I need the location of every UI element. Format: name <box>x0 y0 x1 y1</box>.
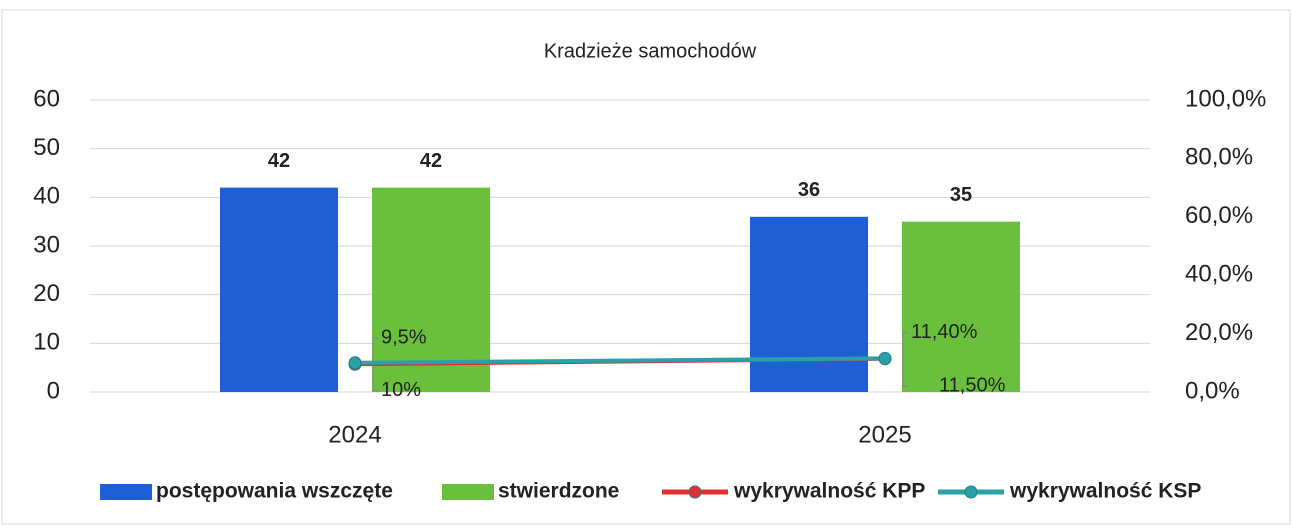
bar <box>220 187 338 392</box>
line-point <box>878 351 892 365</box>
label-leader <box>372 362 379 392</box>
line-value-label: 11,50% <box>939 375 1006 397</box>
line-value-label: 10% <box>381 379 421 401</box>
bar-value-label: 42 <box>268 150 290 172</box>
y-tick-label: 0 <box>47 377 60 404</box>
legend-label: wykrywalność KSP <box>1009 480 1201 503</box>
y-tick-label: 30 <box>33 231 60 258</box>
legend-swatch-marker <box>964 485 978 499</box>
legend-label: wykrywalność KPP <box>733 480 925 503</box>
legend-swatch <box>100 484 152 500</box>
bar <box>750 216 868 392</box>
legend-swatch <box>442 484 494 500</box>
y2-tick-label: 100,0% <box>1185 85 1266 112</box>
legend-label: stwierdzone <box>498 480 619 503</box>
bar <box>902 221 1020 392</box>
label-leader <box>372 337 379 365</box>
legend-label: postępowania wszczęte <box>156 480 393 503</box>
y-tick-label: 40 <box>33 183 60 210</box>
y2-tick-label: 40,0% <box>1185 261 1253 288</box>
y-tick-label: 20 <box>33 280 60 307</box>
y2-tick-label: 20,0% <box>1185 319 1253 346</box>
line-value-label: 9,5% <box>381 327 427 349</box>
chart-border <box>1 9 1291 525</box>
bar-value-label: 36 <box>798 179 820 201</box>
x-tick-label: 2025 <box>858 421 911 448</box>
x-tick-label: 2024 <box>328 421 381 448</box>
y2-tick-label: 0,0% <box>1185 377 1240 404</box>
line <box>354 356 886 365</box>
y2-tick-label: 60,0% <box>1185 202 1253 229</box>
label-leader <box>902 358 909 387</box>
label-leader <box>902 332 909 359</box>
line-point <box>348 356 362 370</box>
bar <box>372 187 490 392</box>
y2-tick-label: 80,0% <box>1185 144 1253 171</box>
chart-title: Kradzieże samochodów <box>544 40 757 62</box>
line-value-label: 11,40% <box>911 321 978 343</box>
bar-value-label: 35 <box>950 184 972 206</box>
y-tick-label: 50 <box>33 134 60 161</box>
y-tick-label: 60 <box>33 85 60 112</box>
bar-value-label: 42 <box>420 150 442 172</box>
legend-swatch-marker <box>688 485 702 499</box>
y-tick-label: 10 <box>33 329 60 356</box>
